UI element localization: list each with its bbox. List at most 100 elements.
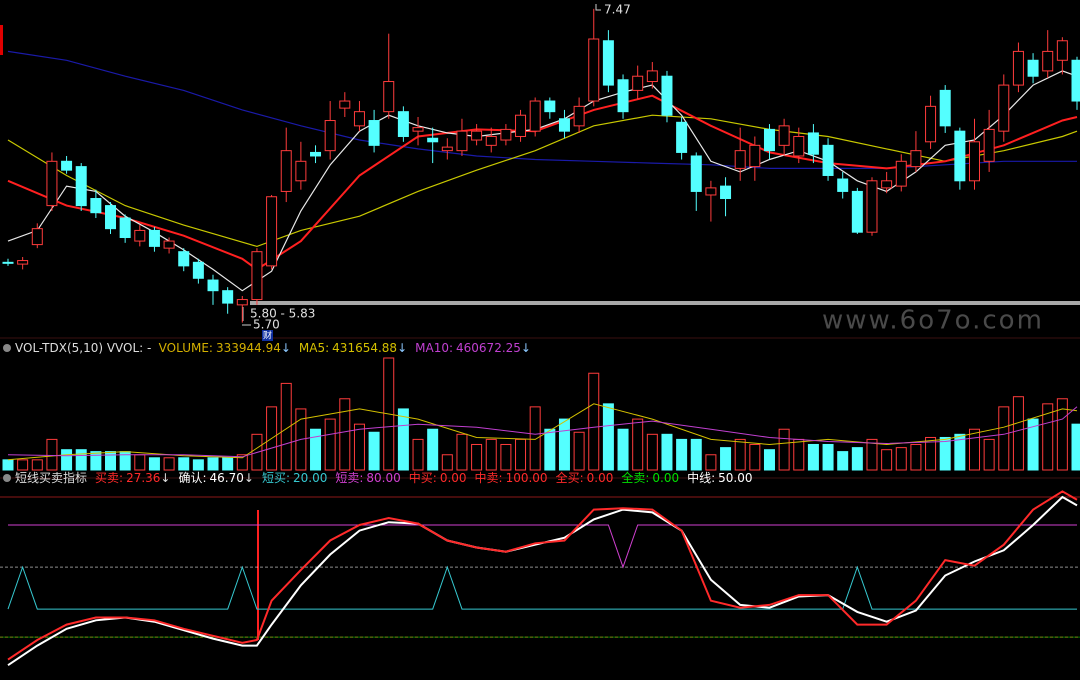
candle-body bbox=[866, 180, 878, 233]
volume-bar bbox=[207, 457, 219, 471]
volume-bar bbox=[339, 398, 351, 471]
volume-bar bbox=[778, 428, 790, 471]
candle-body bbox=[266, 196, 278, 267]
volume-bar bbox=[676, 438, 688, 471]
legend-value: 100.00 bbox=[506, 471, 548, 485]
candle-body bbox=[998, 84, 1010, 132]
panel-icon bbox=[3, 344, 11, 352]
volume-bar bbox=[646, 433, 658, 471]
volume-bar bbox=[31, 459, 43, 471]
candle-body bbox=[763, 128, 775, 152]
volume-bar bbox=[75, 449, 87, 471]
volume-bar bbox=[925, 436, 937, 471]
indicator-line bbox=[7, 495, 1078, 667]
range-annotation: 5.80 - 5.83 bbox=[250, 307, 315, 321]
candle-body bbox=[822, 144, 834, 176]
volume-bar bbox=[397, 408, 409, 471]
indicator-legend: 短线买卖指标 买卖: 27.36↓ 确认: 46.70↓ 短买: 20.00 短卖: 80.00… bbox=[15, 470, 753, 485]
candle-body bbox=[558, 118, 570, 132]
indicator-line bbox=[7, 565, 1077, 610]
volume-bar bbox=[617, 428, 629, 471]
candle-body bbox=[1042, 50, 1054, 72]
volume-bar bbox=[734, 438, 746, 471]
candle-body bbox=[720, 185, 732, 200]
candle-body bbox=[807, 132, 819, 155]
candle-body bbox=[500, 128, 512, 141]
volume-bar bbox=[910, 443, 922, 471]
high-annotation: 7.47 bbox=[604, 3, 631, 17]
volume-bar bbox=[661, 433, 673, 471]
candle-body bbox=[324, 120, 336, 152]
volume-bar bbox=[632, 418, 644, 471]
candle-body bbox=[529, 100, 541, 132]
legend-name: 全卖: bbox=[621, 470, 649, 485]
legend-name: 中线: bbox=[687, 470, 715, 485]
volume-bar bbox=[895, 447, 907, 471]
volume-bar bbox=[485, 438, 497, 471]
legend-name: 确认: bbox=[178, 471, 206, 485]
candle-body bbox=[441, 146, 453, 152]
candle-body bbox=[61, 160, 73, 171]
candle-body bbox=[339, 100, 351, 109]
volume-bar bbox=[134, 454, 146, 471]
volume-bar bbox=[236, 454, 248, 471]
volume-bar bbox=[749, 443, 761, 471]
candle-body bbox=[17, 260, 29, 265]
legend-name: 短卖: bbox=[335, 471, 363, 485]
volume-bar bbox=[763, 449, 775, 471]
volume-bar bbox=[17, 459, 29, 471]
volume-bar bbox=[866, 438, 878, 471]
legend-arrow: ↓ bbox=[521, 341, 531, 355]
legend-value: 80.00 bbox=[366, 471, 400, 485]
candle-body bbox=[412, 127, 424, 132]
price-bar bbox=[250, 301, 1080, 305]
volume-bar bbox=[1042, 403, 1054, 471]
volume-bar bbox=[427, 428, 439, 471]
volume-bar bbox=[822, 443, 834, 471]
volume-bar bbox=[1056, 398, 1068, 471]
volume-bar bbox=[178, 457, 190, 471]
candle-body bbox=[1012, 50, 1024, 86]
legend-value: 0.00 bbox=[440, 471, 467, 485]
volume-bar bbox=[310, 428, 322, 471]
candle-body bbox=[192, 261, 204, 279]
candle-body bbox=[397, 111, 409, 137]
volume-bar bbox=[90, 451, 102, 471]
volume-bar bbox=[2, 459, 14, 471]
legend-value: 20.00 bbox=[293, 471, 327, 485]
candle-body bbox=[515, 114, 527, 137]
volume-bar bbox=[954, 433, 966, 471]
legend-value: 460672.25 bbox=[456, 341, 521, 355]
tag-annotation: 财 bbox=[263, 330, 272, 342]
candle-body bbox=[734, 150, 746, 169]
volume-bar bbox=[573, 431, 585, 471]
candle-body bbox=[617, 79, 629, 113]
candle-body bbox=[544, 100, 556, 113]
indicator-line bbox=[7, 490, 1078, 661]
candle-body bbox=[954, 130, 966, 182]
candle-body bbox=[31, 228, 43, 246]
candle-body bbox=[837, 178, 849, 192]
volume-bar bbox=[529, 406, 541, 471]
candle-body bbox=[749, 144, 761, 168]
legend-name: 买卖: bbox=[95, 471, 123, 485]
candle-body bbox=[705, 187, 717, 196]
legend-value: 333944.94 bbox=[216, 341, 281, 355]
candle-body bbox=[90, 198, 102, 214]
candle-body bbox=[485, 135, 497, 146]
legend-title: VOL-TDX(5,10) VVOL: - bbox=[15, 341, 151, 355]
legend-arrow: ↓ bbox=[281, 341, 291, 355]
candle-body bbox=[456, 130, 468, 152]
candle-body bbox=[632, 75, 644, 91]
candle-body bbox=[119, 217, 131, 239]
candle-body bbox=[178, 251, 190, 267]
volume-bar bbox=[471, 443, 483, 471]
volume-bar bbox=[851, 447, 863, 471]
volume-bar bbox=[222, 457, 234, 471]
candle-body bbox=[602, 40, 614, 86]
ma-line bbox=[7, 50, 1077, 169]
candle-body bbox=[690, 155, 702, 192]
candle-body bbox=[910, 150, 922, 168]
volume-ma-line bbox=[7, 403, 1078, 461]
